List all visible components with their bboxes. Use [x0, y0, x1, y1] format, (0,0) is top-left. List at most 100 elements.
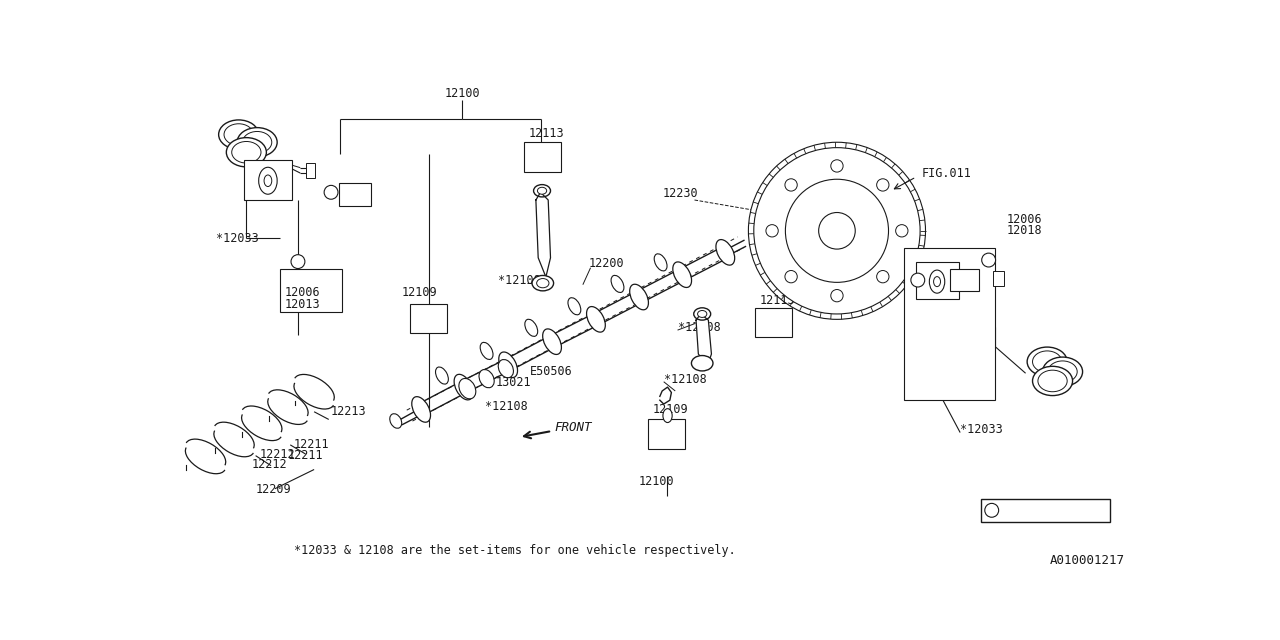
- Ellipse shape: [929, 270, 945, 293]
- Text: 1: 1: [328, 188, 334, 197]
- Ellipse shape: [1027, 347, 1068, 376]
- Text: *12108: *12108: [664, 373, 707, 386]
- Ellipse shape: [716, 239, 735, 265]
- Ellipse shape: [237, 127, 278, 157]
- Polygon shape: [696, 314, 712, 365]
- Circle shape: [831, 160, 844, 172]
- Bar: [980, 499, 1110, 522]
- Circle shape: [877, 179, 890, 191]
- Ellipse shape: [480, 342, 493, 360]
- Ellipse shape: [435, 367, 448, 384]
- Ellipse shape: [694, 308, 710, 320]
- Text: *12033 & 12108 are the set-items for one vehicle respectively.: *12033 & 12108 are the set-items for one…: [294, 544, 736, 557]
- Bar: [916, 262, 959, 298]
- Ellipse shape: [543, 329, 562, 355]
- Ellipse shape: [663, 409, 672, 422]
- Bar: [648, 419, 685, 449]
- Ellipse shape: [525, 319, 538, 337]
- Ellipse shape: [536, 278, 549, 288]
- Circle shape: [754, 148, 920, 314]
- Text: 12213: 12213: [330, 405, 366, 419]
- Ellipse shape: [219, 120, 259, 149]
- Bar: [524, 142, 561, 172]
- Text: 12018: 12018: [1006, 224, 1042, 237]
- Text: 12113: 12113: [759, 294, 795, 307]
- Bar: [339, 183, 371, 206]
- Ellipse shape: [673, 262, 691, 287]
- Circle shape: [984, 504, 998, 517]
- Bar: [280, 269, 342, 312]
- Circle shape: [896, 225, 908, 237]
- Circle shape: [291, 255, 305, 269]
- Bar: [411, 304, 447, 333]
- Bar: [904, 248, 995, 400]
- Ellipse shape: [499, 352, 517, 378]
- Polygon shape: [536, 192, 550, 277]
- Ellipse shape: [412, 397, 430, 422]
- Text: 12113: 12113: [529, 127, 563, 140]
- Circle shape: [765, 225, 778, 237]
- Ellipse shape: [479, 369, 494, 388]
- Ellipse shape: [454, 374, 472, 400]
- Text: 12200: 12200: [589, 257, 625, 269]
- Text: 1: 1: [294, 257, 301, 267]
- Ellipse shape: [259, 167, 278, 194]
- Text: 12100: 12100: [639, 474, 673, 488]
- Text: *12033: *12033: [960, 423, 1004, 436]
- Ellipse shape: [933, 276, 941, 287]
- Ellipse shape: [1038, 370, 1068, 392]
- Bar: [244, 160, 292, 200]
- Ellipse shape: [611, 275, 623, 292]
- Text: 12211: 12211: [294, 438, 330, 451]
- Ellipse shape: [227, 138, 266, 167]
- Ellipse shape: [264, 175, 271, 186]
- Ellipse shape: [691, 356, 713, 371]
- Ellipse shape: [1042, 357, 1083, 387]
- Ellipse shape: [498, 360, 513, 378]
- Bar: [993, 271, 1004, 286]
- Text: 1: 1: [915, 275, 920, 285]
- Text: 12212: 12212: [260, 447, 296, 461]
- Circle shape: [785, 179, 797, 191]
- Bar: [950, 269, 979, 291]
- Ellipse shape: [232, 141, 261, 163]
- Ellipse shape: [224, 124, 253, 145]
- Text: 12212: 12212: [252, 458, 288, 472]
- Circle shape: [911, 273, 924, 287]
- Text: F32206: F32206: [1030, 504, 1078, 517]
- Circle shape: [831, 289, 844, 302]
- Text: E50506: E50506: [530, 365, 572, 378]
- Text: FRONT: FRONT: [554, 421, 591, 435]
- Ellipse shape: [242, 131, 271, 153]
- Text: 12006: 12006: [285, 286, 320, 299]
- Bar: [306, 163, 315, 179]
- Ellipse shape: [538, 188, 547, 194]
- Text: 12211: 12211: [288, 449, 324, 462]
- Text: 12109: 12109: [653, 403, 689, 416]
- Text: 12013: 12013: [285, 298, 320, 311]
- Ellipse shape: [460, 378, 476, 399]
- Ellipse shape: [1033, 351, 1062, 372]
- Text: 13021: 13021: [495, 376, 531, 389]
- Text: 12100: 12100: [444, 87, 480, 100]
- Text: *12108: *12108: [677, 321, 721, 334]
- Circle shape: [749, 142, 925, 319]
- Ellipse shape: [1033, 366, 1073, 396]
- Circle shape: [819, 212, 855, 249]
- Ellipse shape: [654, 254, 667, 271]
- Text: 1: 1: [988, 506, 995, 515]
- Ellipse shape: [568, 298, 581, 315]
- Text: *12033: *12033: [215, 232, 259, 245]
- Bar: [755, 308, 791, 337]
- Circle shape: [786, 179, 888, 282]
- Circle shape: [324, 186, 338, 199]
- Text: *12108: *12108: [485, 400, 527, 413]
- Circle shape: [982, 253, 996, 267]
- Text: NS: NS: [348, 188, 362, 201]
- Ellipse shape: [390, 413, 402, 428]
- Ellipse shape: [586, 307, 605, 332]
- Circle shape: [877, 271, 890, 283]
- Text: 12230: 12230: [662, 188, 698, 200]
- Ellipse shape: [532, 275, 553, 291]
- Text: A010001217: A010001217: [1050, 554, 1125, 567]
